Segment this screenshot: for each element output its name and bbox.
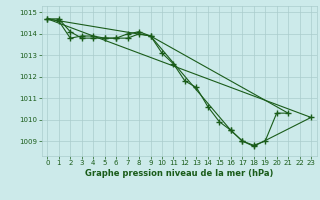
X-axis label: Graphe pression niveau de la mer (hPa): Graphe pression niveau de la mer (hPa) bbox=[85, 169, 273, 178]
